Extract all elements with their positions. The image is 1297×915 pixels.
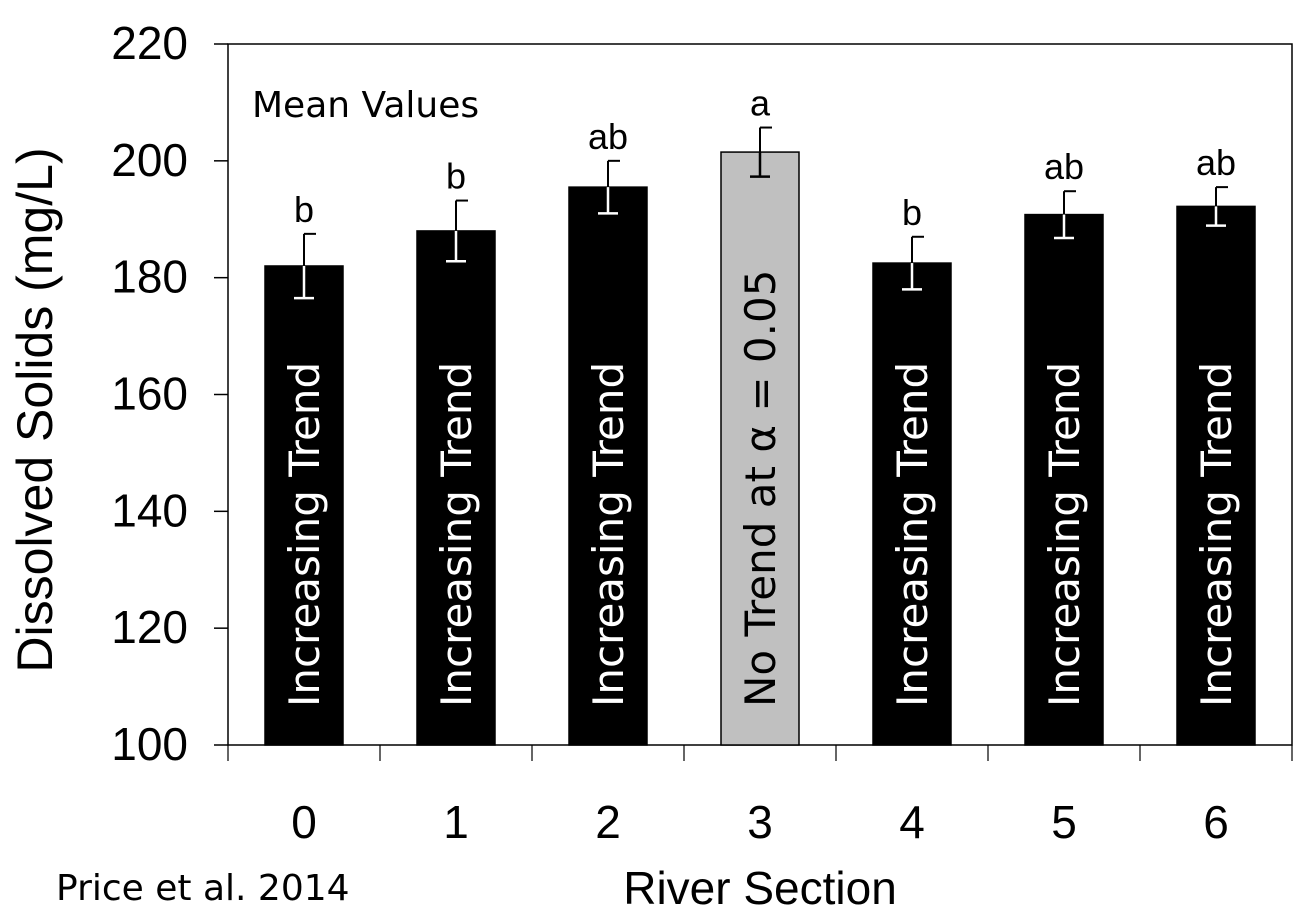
y-tick-label: 160 — [111, 368, 188, 420]
trend-label: Increasing Trend — [432, 362, 481, 707]
significance-letter: b — [902, 192, 922, 233]
trend-label: Increasing Trend — [1192, 362, 1241, 707]
x-tick-label: 1 — [443, 796, 469, 848]
y-axis-label: Dissolved Solids (mg/L) — [7, 147, 63, 672]
significance-letter: b — [294, 189, 314, 230]
x-tick-label: 0 — [291, 796, 317, 848]
bar — [416, 230, 496, 746]
bar — [720, 151, 800, 746]
y-tick-label: 220 — [111, 17, 188, 69]
bar — [872, 262, 952, 746]
x-axis-label: River Section — [623, 862, 897, 914]
x-tick-label: 3 — [747, 796, 773, 848]
bar — [264, 265, 344, 746]
bar — [568, 186, 648, 746]
trend-label: Increasing Trend — [1040, 362, 1089, 707]
plot-area: 100 120 140 160 180 200 220 b Increasing Trend 0 b… — [111, 17, 1293, 848]
significance-letter: ab — [1044, 146, 1084, 187]
y-tick-label: 200 — [111, 134, 188, 186]
y-tick-label: 180 — [111, 251, 188, 303]
significance-letter: b — [446, 156, 466, 197]
trend-label: No Trend at α = 0.05 — [736, 270, 785, 707]
trend-label: Increasing Trend — [888, 362, 937, 707]
x-tick-label: 2 — [595, 796, 621, 848]
x-tick-label: 4 — [899, 796, 925, 848]
y-tick-label: 120 — [111, 601, 188, 653]
y-tick-label: 100 — [111, 718, 188, 770]
x-tick-label: 6 — [1203, 796, 1229, 848]
trend-label: Increasing Trend — [280, 362, 329, 707]
trend-label: Increasing Trend — [584, 362, 633, 707]
significance-letter: a — [750, 83, 771, 124]
significance-letter: ab — [1196, 142, 1236, 183]
x-tick-label: 5 — [1051, 796, 1077, 848]
bar — [1024, 213, 1104, 746]
source-citation: Price et al. 2014 — [56, 868, 350, 909]
y-tick-label: 140 — [111, 484, 188, 536]
mean-values-annotation: Mean Values — [252, 85, 479, 126]
significance-letter: ab — [588, 116, 628, 157]
